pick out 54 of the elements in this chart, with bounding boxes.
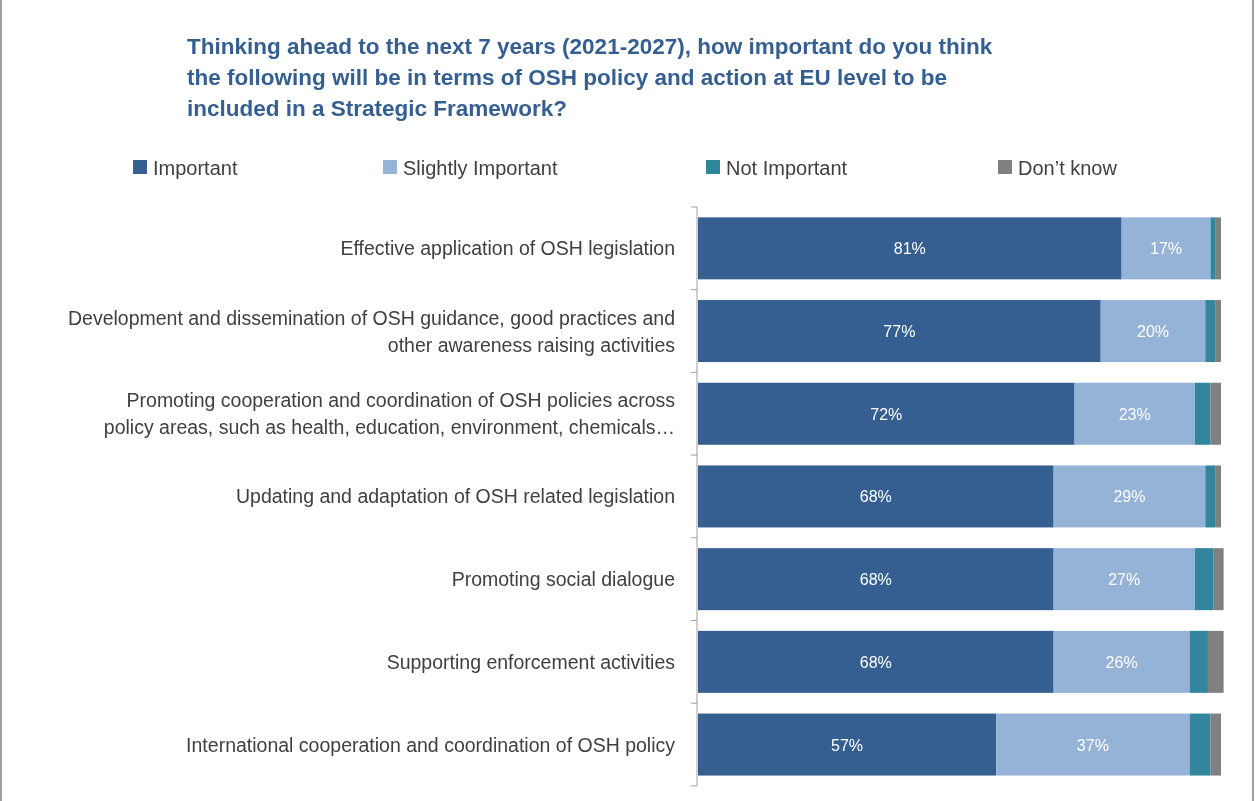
data-label: 68% [859,653,892,671]
bar [698,630,1054,693]
legend-label: Not Important [726,157,848,179]
y-tick-label: Promoting social dialogue [451,568,675,591]
legend-label: Important [153,157,238,179]
y-tick-label: International cooperation and coordination of OSH policy [186,733,676,756]
bar [1194,382,1211,445]
bar [1210,713,1221,776]
data-label: 37% [1076,736,1109,754]
bar [1205,465,1216,528]
bar [1189,630,1208,693]
bar [1210,382,1221,445]
data-label: 29% [1113,488,1146,506]
y-tick-label: Development and dissemination of OSH guidance, good practices and other awareness raising activities [67,306,676,356]
bar [1053,630,1190,693]
bar [1100,300,1206,363]
bar [1053,465,1206,528]
data-label: 81% [893,240,926,258]
bar [1194,548,1214,611]
data-label: 57% [831,736,864,754]
data-label: 17% [1150,240,1183,258]
bar [1210,217,1216,280]
y-tick-label: Effective application of OSH legislation [340,237,675,260]
bar [698,382,1075,445]
bar [996,713,1190,776]
data-label: 23% [1118,405,1151,423]
bar [1205,300,1216,363]
legend-label: Slightly Important [403,157,558,179]
bar [1053,548,1195,611]
bar [698,713,997,776]
bar [1121,217,1211,280]
bar [1215,300,1221,363]
y-tick-label: Supporting enforcement activities [386,650,676,673]
data-label: 20% [1136,323,1170,341]
bar [1189,713,1211,776]
y-tick-label: Promoting cooperation and coordination of OSH policies across policy areas, such as health, education, environment, chemicals… [103,389,676,439]
data-label: 77% [883,323,916,341]
legend-label: Don’t know [1018,157,1118,179]
data-label: 68% [859,571,892,589]
bar [1074,382,1195,445]
chart-title: Thinking ahead to the next 7 years (2021-2027), how important do you think the following will be in terms of OSH policy and action at EU level to be included in a Strategic Framework? [187,34,993,121]
y-tick-label: Updating and adaptation of OSH related legislation [235,485,675,508]
bar [1215,217,1221,280]
bar [1215,465,1221,528]
bar [1207,630,1224,693]
data-label: 72% [870,405,903,423]
bar [698,300,1101,363]
bar [1213,548,1224,611]
bar [698,465,1054,528]
bar [698,548,1054,611]
bar [698,217,1122,280]
data-label: 68% [859,488,892,506]
data-label: 26% [1105,653,1138,671]
data-label: 27% [1108,571,1141,589]
